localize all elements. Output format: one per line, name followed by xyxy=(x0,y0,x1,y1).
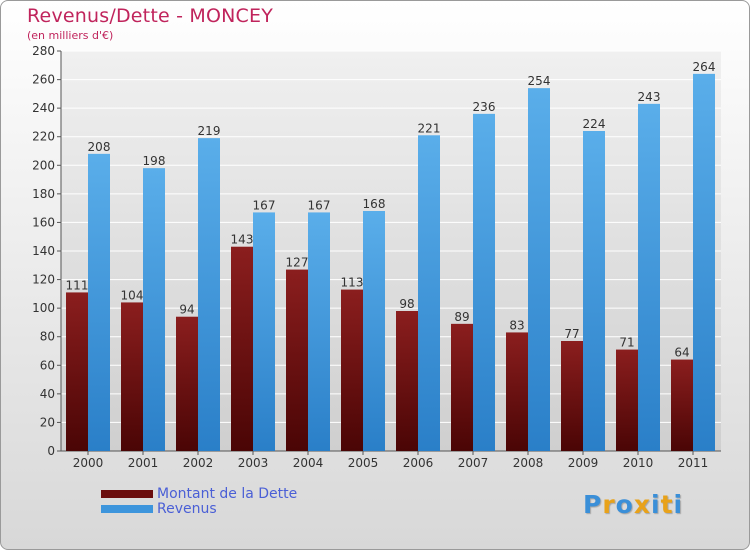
y-tick-label: 280 xyxy=(32,44,55,58)
y-tick-label: 160 xyxy=(32,215,55,229)
x-tick-label: 2005 xyxy=(348,456,379,470)
data-label-dette: 143 xyxy=(231,233,254,247)
bar-dette xyxy=(66,292,88,451)
data-label-revenus: 243 xyxy=(638,90,661,104)
y-tick-label: 240 xyxy=(32,101,55,115)
data-label-revenus: 198 xyxy=(143,154,166,168)
y-tick-label: 260 xyxy=(32,73,55,87)
y-tick-label: 80 xyxy=(40,330,55,344)
data-label-dette: 111 xyxy=(66,278,89,292)
legend-label-revenus: Revenus xyxy=(157,501,217,517)
y-tick-label: 0 xyxy=(47,444,55,458)
chart-title: Revenus/Dette - MONCEY xyxy=(27,5,274,27)
data-label-dette: 71 xyxy=(619,336,634,350)
chart-subtitle: (en milliers d'€) xyxy=(27,29,114,42)
bar-revenus xyxy=(308,212,330,451)
x-tick-label: 2011 xyxy=(678,456,709,470)
bar-revenus xyxy=(528,88,550,452)
data-label-dette: 83 xyxy=(509,318,524,332)
data-label-revenus: 264 xyxy=(693,60,716,74)
bar-dette xyxy=(396,311,418,451)
y-tick-label: 40 xyxy=(40,387,55,401)
y-tick-label: 60 xyxy=(40,358,55,372)
x-tick-label: 2001 xyxy=(128,456,159,470)
data-label-revenus: 254 xyxy=(528,74,551,88)
data-label-revenus: 167 xyxy=(253,198,276,212)
legend-swatch-dette xyxy=(101,490,153,498)
y-tick-label: 100 xyxy=(32,301,55,315)
data-label-dette: 104 xyxy=(121,288,144,302)
data-label-revenus: 208 xyxy=(88,140,111,154)
data-label-revenus: 167 xyxy=(308,198,331,212)
y-tick-label: 200 xyxy=(32,158,55,172)
data-label-dette: 89 xyxy=(454,310,469,324)
data-label-revenus: 236 xyxy=(473,100,496,114)
bar-revenus xyxy=(253,212,275,451)
x-tick-label: 2003 xyxy=(238,456,269,470)
x-tick-label: 2006 xyxy=(403,456,434,470)
data-label-dette: 98 xyxy=(399,297,414,311)
data-label-revenus: 224 xyxy=(583,117,606,131)
y-tick-label: 20 xyxy=(40,415,55,429)
bar-revenus xyxy=(143,168,165,451)
data-label-dette: 77 xyxy=(564,327,579,341)
bar-revenus xyxy=(693,73,715,451)
y-tick-label: 120 xyxy=(32,273,55,287)
data-label-dette: 64 xyxy=(674,346,689,360)
bar-dette xyxy=(561,341,583,451)
legend-label-dette: Montant de la Dette xyxy=(157,486,298,502)
bar-dette xyxy=(671,359,693,451)
y-tick-label: 220 xyxy=(32,130,55,144)
brand-logo: Proxiti xyxy=(583,490,684,519)
y-tick-label: 140 xyxy=(32,244,55,258)
data-label-revenus: 221 xyxy=(418,121,441,135)
data-label-revenus: 219 xyxy=(198,124,221,138)
bar-dette xyxy=(451,323,473,451)
bar-dette xyxy=(616,349,638,451)
x-tick-label: 2000 xyxy=(73,456,104,470)
x-tick-label: 2009 xyxy=(568,456,599,470)
legend-swatch-revenus xyxy=(101,505,153,513)
x-tick-label: 2002 xyxy=(183,456,214,470)
bar-dette xyxy=(176,316,198,451)
x-tick-label: 2004 xyxy=(293,456,324,470)
bar-revenus xyxy=(638,103,660,451)
bar-dette xyxy=(286,269,308,451)
bar-dette xyxy=(121,302,143,451)
bar-dette xyxy=(341,289,363,451)
bar-revenus xyxy=(418,135,440,452)
y-tick-label: 180 xyxy=(32,187,55,201)
bar-revenus xyxy=(363,211,385,451)
data-label-dette: 113 xyxy=(341,276,364,290)
bar-dette xyxy=(231,246,253,451)
bar-revenus xyxy=(583,131,605,451)
x-tick-label: 2008 xyxy=(513,456,544,470)
data-label-dette: 127 xyxy=(286,256,309,270)
data-label-dette: 94 xyxy=(179,303,194,317)
bar-revenus xyxy=(198,138,220,451)
bar-dette xyxy=(506,332,528,451)
x-tick-label: 2007 xyxy=(458,456,489,470)
bar-revenus xyxy=(88,153,110,451)
data-label-revenus: 168 xyxy=(363,197,386,211)
x-tick-label: 2010 xyxy=(623,456,654,470)
bar-revenus xyxy=(473,113,495,451)
